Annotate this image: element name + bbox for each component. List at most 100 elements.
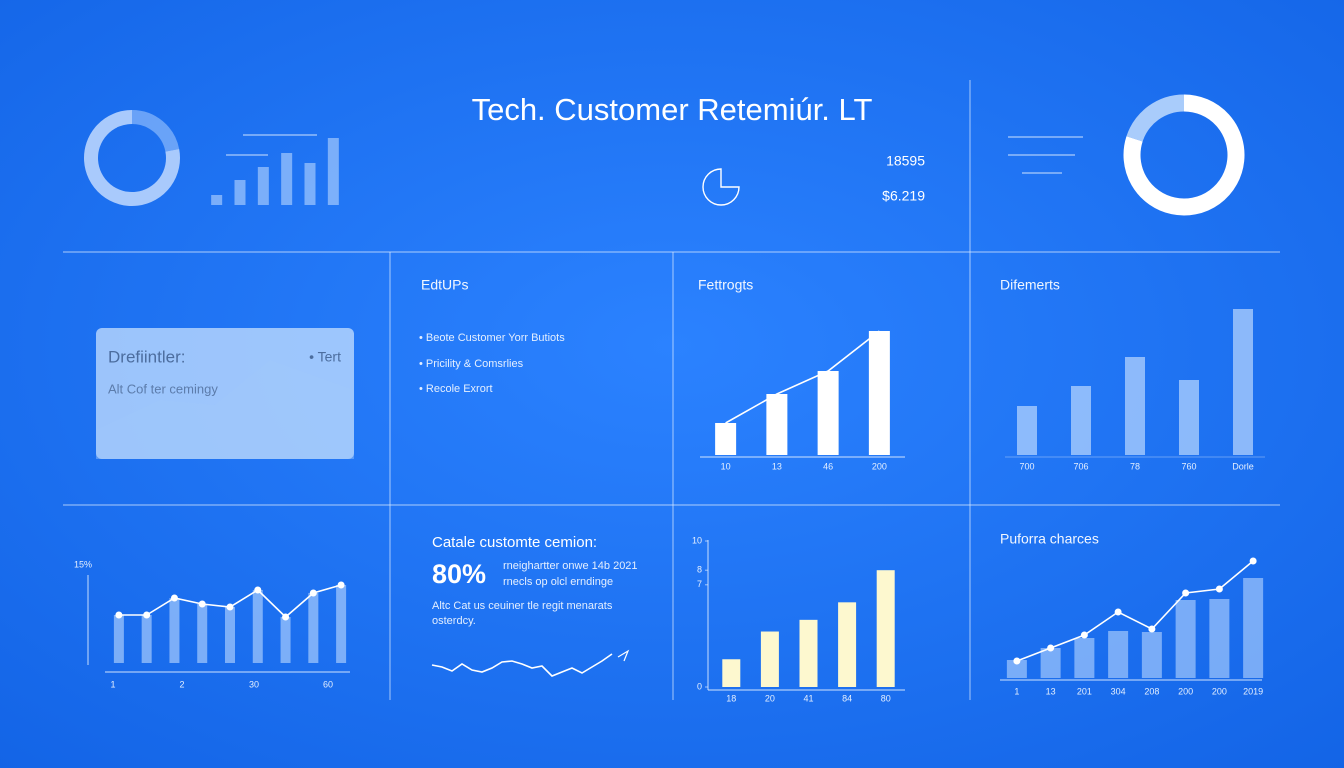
bar: [1233, 309, 1253, 455]
bar: [838, 602, 857, 687]
x-tick-label: 84: [842, 693, 852, 703]
bar: [1209, 599, 1230, 678]
bar: [308, 593, 319, 663]
bar: [225, 607, 235, 663]
panel-title: Puforra charces: [1000, 531, 1099, 547]
bar: [1141, 632, 1162, 678]
bar: [169, 598, 180, 663]
x-tick-label: 706: [1073, 461, 1088, 471]
x-tick-label: 760: [1181, 461, 1196, 471]
pie-icon: [702, 168, 740, 206]
card-area: [96, 360, 354, 459]
x-tick-label: 20: [765, 693, 775, 703]
bar: [197, 604, 208, 663]
bar: [868, 331, 890, 455]
bar: [327, 138, 339, 205]
line: [431, 653, 613, 677]
stat: $6.219: [882, 188, 925, 204]
y-tick-label: 8: [697, 565, 702, 575]
bar: [766, 394, 788, 455]
bar: [141, 615, 152, 663]
line-dot: [1249, 557, 1257, 565]
x-tick-label: 13: [1046, 686, 1056, 696]
donut-segment: [84, 110, 180, 206]
arrow-head: [617, 649, 630, 662]
list-item: • Pricility & Comsrlies: [419, 358, 524, 370]
line-dot: [1047, 644, 1055, 652]
bar: [876, 570, 895, 687]
x-tick-label: 78: [1130, 461, 1140, 471]
bar: [760, 631, 779, 687]
line-dot: [309, 589, 317, 597]
bar: [211, 195, 223, 205]
donut-segment: [1126, 94, 1185, 142]
x-tick-label: 1: [1014, 686, 1019, 696]
line-dot: [1182, 589, 1190, 597]
panel-title: EdtUPs: [421, 277, 468, 293]
summary-text: osterdcy.: [432, 615, 476, 627]
x-tick-label: 80: [881, 693, 891, 703]
card-tag: • Tert: [309, 349, 341, 365]
summary-note: rneighartter onwe 14b 2021: [503, 560, 638, 572]
bar: [1179, 380, 1199, 455]
bar: [281, 153, 293, 205]
x-tick-label: 200: [1212, 686, 1227, 696]
bar: [1071, 386, 1091, 455]
line-dot: [1114, 608, 1122, 616]
y-tick-label: 10: [692, 535, 702, 545]
bar: [1017, 406, 1037, 455]
x-tick-label: 208: [1144, 686, 1159, 696]
bar: [817, 371, 839, 455]
line-dot: [1080, 631, 1088, 639]
title: Tech. Customer Retemiúr. LT: [472, 92, 873, 127]
panel-title: Catale customte cemion:: [432, 534, 597, 551]
line-dot: [226, 603, 234, 611]
x-tick-label: 10: [721, 461, 731, 471]
bar: [304, 163, 316, 205]
x-tick-label: 200: [1178, 686, 1193, 696]
donut-segment: [1123, 94, 1245, 216]
bar: [234, 180, 246, 205]
bar: [1074, 638, 1095, 678]
y-axis-label: 15%: [74, 559, 92, 569]
summary-value: 80%: [432, 559, 486, 589]
line-dot: [254, 586, 262, 594]
summary-text: Altc Cat us ceuiner tle regit menarats: [432, 600, 613, 612]
list-item: • Recole Exrort: [419, 383, 493, 395]
list-item: • Beote Customer Yorr Butiots: [419, 332, 565, 344]
x-tick-label: 2: [179, 679, 184, 689]
bar: [336, 585, 347, 663]
bar: [1175, 600, 1196, 678]
bar: [799, 619, 818, 687]
x-tick-label: 41: [803, 693, 813, 703]
x-tick-label: 2019: [1243, 686, 1263, 696]
panel-title: Difemerts: [1000, 277, 1060, 293]
line-dot: [115, 611, 123, 619]
bar: [715, 423, 737, 455]
line-dot: [143, 611, 151, 619]
line-dot: [1215, 585, 1223, 593]
card-text: Alt Cof ter cemingy: [108, 381, 218, 396]
x-tick-label: 46: [823, 461, 833, 471]
x-tick-label: 13: [772, 461, 782, 471]
bar: [1125, 357, 1145, 455]
x-tick-label: 200: [872, 461, 887, 471]
line-dot: [282, 613, 290, 621]
bar: [252, 590, 263, 663]
x-tick-label: 1: [110, 679, 115, 689]
x-tick-label: 30: [249, 679, 259, 689]
x-tick-label: 60: [323, 679, 333, 689]
line-dot: [198, 600, 206, 608]
bar: [1006, 660, 1027, 678]
line: [725, 330, 880, 424]
bar: [280, 617, 291, 663]
card: [96, 328, 354, 459]
y-tick-label: 0: [697, 681, 702, 691]
bar: [1108, 631, 1129, 678]
x-tick-label: 700: [1019, 461, 1034, 471]
stat: 18595: [886, 153, 925, 169]
line: [1016, 560, 1254, 662]
line-dot: [1013, 657, 1021, 665]
line-dot: [1148, 625, 1156, 633]
